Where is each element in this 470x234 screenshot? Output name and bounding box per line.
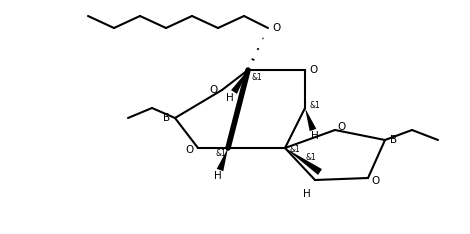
Text: O: O (337, 122, 345, 132)
Text: &1: &1 (309, 102, 320, 110)
Text: H: H (226, 93, 234, 103)
Polygon shape (217, 148, 228, 171)
Text: O: O (371, 176, 379, 186)
Text: O: O (210, 85, 218, 95)
Text: O: O (309, 65, 317, 75)
Text: &1: &1 (215, 149, 226, 157)
Text: &1: &1 (252, 73, 263, 83)
Text: H: H (303, 189, 311, 199)
Text: O: O (272, 23, 280, 33)
Text: &1: &1 (305, 154, 316, 162)
Polygon shape (305, 108, 316, 131)
Text: O: O (186, 145, 194, 155)
Text: H: H (214, 171, 222, 181)
Text: B: B (163, 113, 170, 123)
Polygon shape (285, 148, 322, 175)
Polygon shape (231, 70, 248, 94)
Text: &1: &1 (289, 146, 300, 154)
Text: H: H (311, 131, 319, 141)
Text: B: B (390, 135, 397, 145)
